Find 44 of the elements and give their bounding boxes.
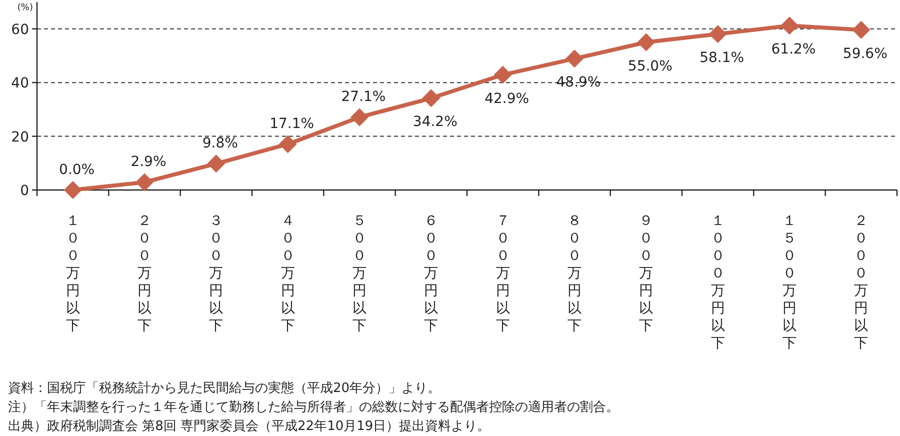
x-tick-label: ２０００万円以下 <box>854 213 868 352</box>
data-label: 48.9% <box>556 74 601 91</box>
data-label: 34.2% <box>412 114 458 130</box>
y-tick-label: 60 <box>11 22 29 38</box>
data-label: 42.9% <box>484 90 530 107</box>
x-tick-label: ８００万円以下 <box>568 213 582 334</box>
point <box>422 89 440 108</box>
data-label: 9.8% <box>202 136 238 152</box>
y-axis-title: (%) <box>17 3 33 13</box>
y-tick-label: 40 <box>11 76 29 92</box>
point <box>566 50 584 68</box>
data-label: 2.9% <box>130 154 166 170</box>
y-tick-label: 20 <box>11 129 29 146</box>
data-label: 17.1% <box>270 116 314 132</box>
x-tick-label: ９００万円以下 <box>639 213 654 334</box>
point <box>136 173 154 192</box>
data-label: 55.0% <box>628 58 672 74</box>
x-tick-label: １００万円以下 <box>66 213 80 334</box>
point <box>494 66 512 84</box>
data-label: 0.0% <box>59 162 95 178</box>
point <box>64 181 82 199</box>
data-label: 58.1% <box>700 50 744 66</box>
point <box>278 135 297 154</box>
x-tick-label: ７００万円以下 <box>496 213 510 334</box>
x-tick-label: ５００万円以下 <box>352 213 366 334</box>
x-tick-label: １０００万円以下 <box>710 213 725 352</box>
point <box>708 24 727 43</box>
data-label: 61.2% <box>771 42 816 58</box>
x-tick-label: ６００万円以下 <box>424 213 438 334</box>
y-tick-label: 0 <box>20 183 29 199</box>
x-tick-label: ４００万円以下 <box>280 213 295 334</box>
text: 注）「年末調整を行った１年を通じて勤務した給与所得者」の総数に対する配偶者控除の適用者の割合。 <box>8 399 619 415</box>
x-tick-label: ２００万円以下 <box>138 213 152 334</box>
point <box>350 108 368 126</box>
text: 資料：国税庁「税務統計から見た民間給与の実態（平成20年分）」より。 <box>8 380 441 396</box>
data-label: 59.6% <box>842 46 888 62</box>
data-label: 27.1% <box>341 89 386 106</box>
source-note: 出典）政府税制調査会 第8回 専門家委員会（平成22年10月19日）提出資料より。 <box>8 418 490 434</box>
x-tick-label: ３００万円以下 <box>209 213 224 334</box>
point <box>852 20 870 39</box>
point <box>207 154 226 173</box>
point <box>780 16 798 35</box>
x-tick-label: １５００万円以下 <box>782 213 796 352</box>
point <box>637 33 656 52</box>
